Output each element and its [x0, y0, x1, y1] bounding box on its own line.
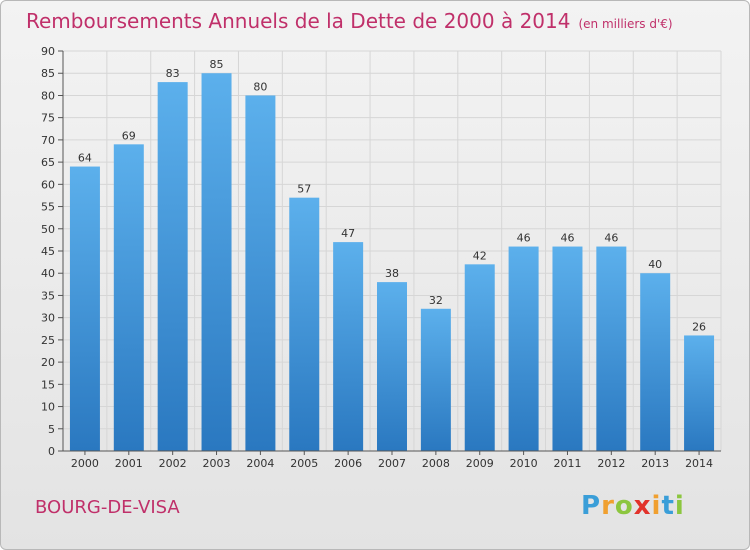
y-tick-label: 15 [41, 378, 55, 391]
chart-title: Remboursements Annuels de la Dette de 20… [26, 9, 673, 33]
y-tick-label: 65 [41, 156, 55, 169]
bar-2012[interactable] [596, 246, 627, 451]
y-tick-label: 45 [41, 245, 55, 258]
data-label-2010: 46 [517, 232, 531, 245]
y-tick-label: 25 [41, 334, 55, 347]
bar-2002[interactable] [157, 82, 188, 451]
y-axis: 0 5 10 15 20 25 30 35 40 45 50 55 60 65 70 75 80 85 90 [41, 45, 64, 458]
bar-2005[interactable] [289, 197, 320, 451]
y-tick-label: 85 [41, 67, 55, 80]
y-tick-label: 80 [41, 89, 55, 102]
data-label-2012: 46 [604, 232, 618, 245]
data-label-2007: 38 [385, 267, 399, 280]
bar-2004[interactable] [245, 95, 276, 451]
bar-2006[interactable] [333, 242, 364, 451]
y-tick-label: 50 [41, 223, 55, 236]
bar-2001[interactable] [113, 144, 144, 452]
data-label-2009: 42 [473, 249, 487, 262]
x-tick-label-2012: 2012 [597, 457, 625, 470]
x-tick-label-2011: 2011 [553, 457, 581, 470]
x-tick-label-2005: 2005 [290, 457, 318, 470]
y-tick-label: 60 [41, 178, 55, 191]
x-tick-label-2007: 2007 [378, 457, 406, 470]
y-tick-label: 0 [48, 445, 55, 458]
data-label-2003: 85 [210, 58, 224, 71]
title-text: Remboursements Annuels de la Dette de 20… [26, 9, 571, 33]
y-tick-label: 75 [41, 112, 55, 125]
y-tick-label: 55 [41, 201, 55, 214]
x-tick-label-2009: 2009 [466, 457, 494, 470]
x-axis: 2000 2001 2002 2003 2004 2005 2006 2007 2008 2009… [63, 450, 721, 470]
x-tick-label-2006: 2006 [334, 457, 362, 470]
bar-2008[interactable] [420, 308, 451, 451]
data-label-2004: 80 [253, 80, 267, 93]
x-tick-label-2000: 2000 [71, 457, 99, 470]
bar-2010[interactable] [508, 246, 539, 451]
data-label-2006: 47 [341, 227, 355, 240]
bar-2014[interactable] [684, 335, 715, 451]
bars: 64 69 83 85 80 57 47 38 32 42 46 46 46 40 26 [69, 58, 715, 452]
bar-2000[interactable] [69, 166, 100, 452]
bar-2003[interactable] [201, 73, 232, 451]
x-tick-label-2004: 2004 [246, 457, 274, 470]
bar-2013[interactable] [640, 273, 671, 451]
data-label-2000: 64 [78, 152, 92, 165]
x-tick-label-2013: 2013 [641, 457, 669, 470]
x-tick-label-2010: 2010 [510, 457, 538, 470]
data-label-2002: 83 [166, 67, 180, 80]
data-label-2013: 40 [648, 258, 662, 271]
data-label-2011: 46 [560, 232, 574, 245]
data-label-2005: 57 [297, 183, 311, 196]
y-tick-label: 20 [41, 356, 55, 369]
proxiti-logo[interactable]: Proxiti [581, 491, 685, 521]
y-tick-label: 30 [41, 312, 55, 325]
x-tick-label-2003: 2003 [203, 457, 231, 470]
data-label-2008: 32 [429, 294, 443, 307]
data-label-2014: 26 [692, 320, 706, 333]
x-tick-label-2014: 2014 [685, 457, 713, 470]
y-tick-label: 70 [41, 134, 55, 147]
x-tick-label-2002: 2002 [159, 457, 187, 470]
y-tick-label: 35 [41, 289, 55, 302]
x-tick-label-2001: 2001 [115, 457, 143, 470]
y-tick-label: 40 [41, 267, 55, 280]
bar-2009[interactable] [464, 264, 495, 451]
unit-label: (en milliers d'€) [578, 17, 673, 31]
x-tick-label-2008: 2008 [422, 457, 450, 470]
y-tick-label: 10 [41, 401, 55, 414]
commune-name: BOURG-DE-VISA [35, 497, 180, 518]
y-tick-label: 90 [41, 45, 55, 58]
bar-2011[interactable] [552, 246, 583, 451]
bar-2007[interactable] [377, 282, 407, 451]
y-tick-label: 5 [48, 423, 55, 436]
data-label-2001: 69 [122, 129, 136, 142]
